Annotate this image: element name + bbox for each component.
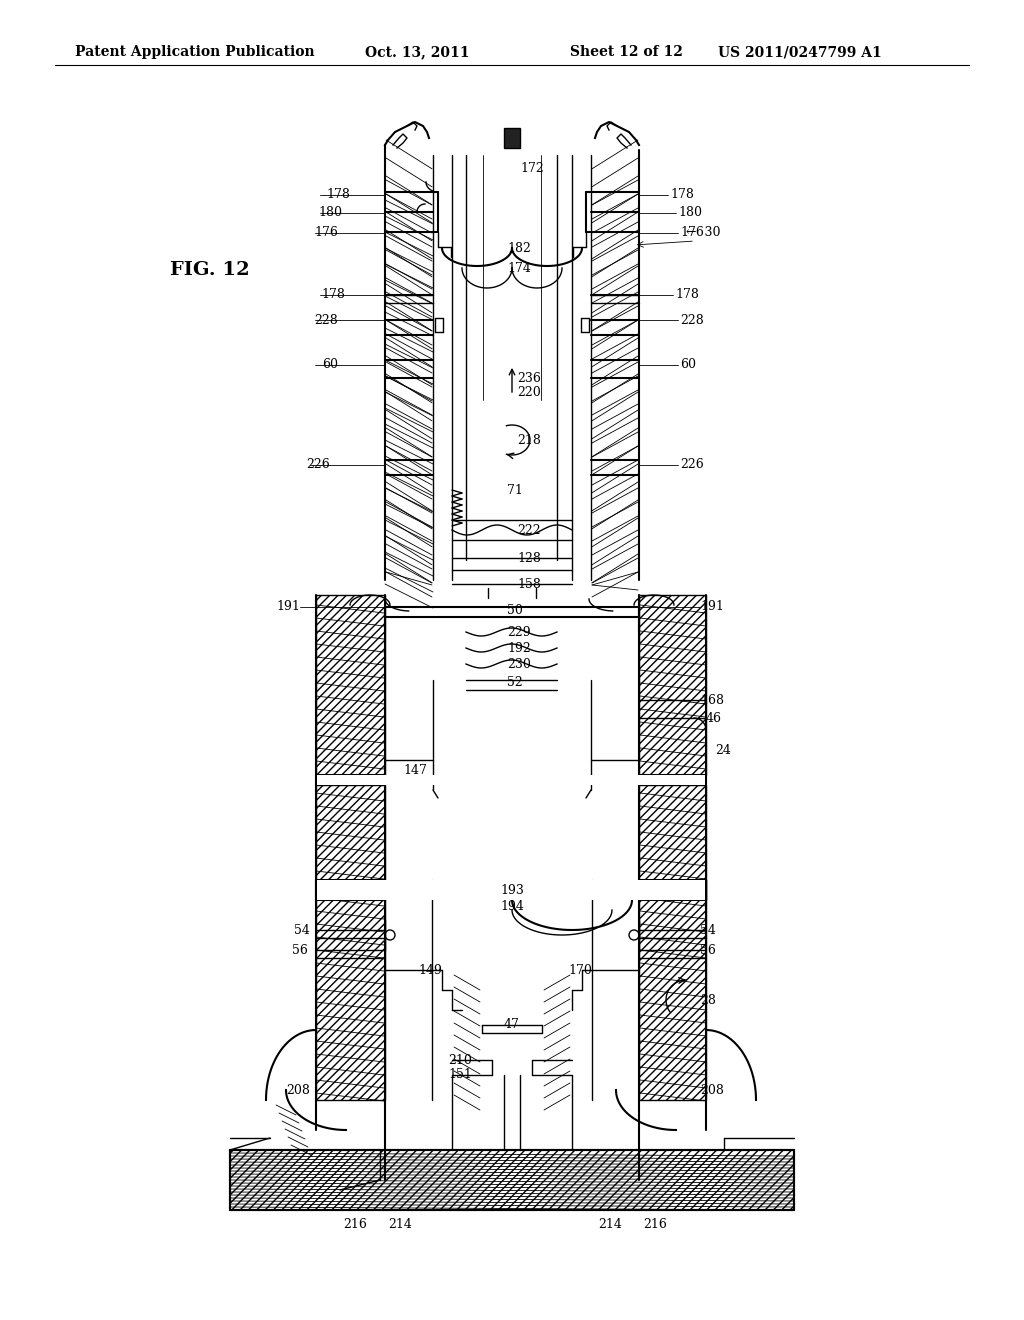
Text: 178: 178 (322, 289, 345, 301)
Text: 60: 60 (322, 359, 338, 371)
Text: 208: 208 (286, 1084, 310, 1097)
Bar (639, 785, 706, 900)
Text: 60: 60 (680, 359, 696, 371)
Text: 226: 226 (306, 458, 330, 471)
Text: 192: 192 (507, 642, 530, 655)
Text: 174: 174 (507, 261, 530, 275)
Bar (639, 595, 706, 775)
Text: 71: 71 (507, 483, 523, 496)
Text: 180: 180 (318, 206, 342, 219)
Text: 222: 222 (517, 524, 541, 536)
Text: 178: 178 (326, 189, 350, 202)
Text: ←  30: ← 30 (686, 227, 721, 239)
Text: 176: 176 (314, 227, 338, 239)
Bar (316, 595, 385, 775)
Text: Sheet 12 of 12: Sheet 12 of 12 (570, 45, 683, 59)
Text: Oct. 13, 2011: Oct. 13, 2011 (365, 45, 469, 59)
Text: 149: 149 (418, 964, 442, 977)
Text: 236: 236 (517, 371, 541, 384)
Text: US 2011/0247799 A1: US 2011/0247799 A1 (718, 45, 882, 59)
Bar (385, 154, 433, 579)
Text: 50: 50 (507, 603, 523, 616)
Text: 228: 228 (314, 314, 338, 326)
Text: 194: 194 (500, 900, 524, 913)
Text: Patent Application Publication: Patent Application Publication (75, 45, 314, 59)
Text: 46: 46 (706, 711, 722, 725)
Text: 54: 54 (700, 924, 716, 936)
Bar (504, 128, 520, 148)
Text: 180: 180 (678, 206, 702, 219)
Text: 24: 24 (715, 743, 731, 756)
Text: 168: 168 (700, 693, 724, 706)
Text: 56: 56 (292, 944, 308, 957)
Text: 128: 128 (517, 552, 541, 565)
Text: 210: 210 (449, 1053, 472, 1067)
Text: 176: 176 (680, 227, 703, 239)
Text: 191: 191 (700, 601, 724, 614)
Text: 178: 178 (675, 289, 698, 301)
Bar (317, 880, 705, 900)
Bar (230, 1150, 794, 1210)
Text: 193: 193 (500, 883, 524, 896)
Text: 147: 147 (403, 763, 427, 776)
Text: 226: 226 (680, 458, 703, 471)
Text: 47: 47 (504, 1019, 520, 1031)
Text: 170: 170 (568, 964, 592, 977)
Text: 178: 178 (670, 189, 694, 202)
Text: 208: 208 (700, 1084, 724, 1097)
Text: 218: 218 (517, 433, 541, 446)
Text: 172: 172 (520, 161, 544, 174)
Text: 158: 158 (517, 578, 541, 590)
Text: 216: 216 (343, 1218, 367, 1232)
Text: 28: 28 (700, 994, 716, 1006)
Bar (316, 785, 385, 900)
Text: 214: 214 (598, 1218, 622, 1232)
Bar (316, 880, 385, 1100)
Text: 216: 216 (643, 1218, 667, 1232)
Text: 56: 56 (700, 944, 716, 957)
Text: 230: 230 (507, 657, 530, 671)
Text: FIG. 12: FIG. 12 (170, 261, 250, 279)
Text: 182: 182 (507, 242, 530, 255)
Bar (639, 880, 706, 1100)
Bar (317, 775, 705, 785)
Text: 229: 229 (507, 626, 530, 639)
Text: 228: 228 (680, 314, 703, 326)
Text: 220: 220 (517, 387, 541, 400)
Text: 191: 191 (276, 601, 300, 614)
Text: 151: 151 (449, 1068, 472, 1081)
Text: 214: 214 (388, 1218, 412, 1232)
Text: 52: 52 (507, 676, 522, 689)
Text: 54: 54 (294, 924, 310, 936)
